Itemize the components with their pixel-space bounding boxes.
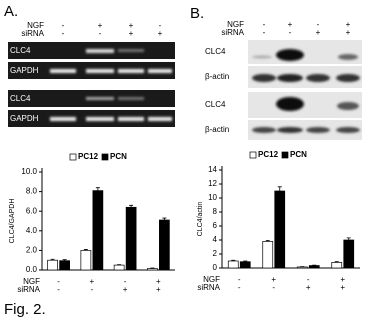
bar — [126, 207, 136, 270]
legend-swatch — [282, 152, 288, 158]
condition-name: siRNA — [221, 28, 244, 37]
condition-sign: + — [129, 29, 134, 38]
bar — [159, 220, 169, 270]
legend-label: PC12 — [258, 150, 279, 159]
x-row-sign: - — [238, 283, 241, 292]
y-tick-label: 2.0 — [26, 246, 38, 255]
legend-swatch — [102, 154, 108, 160]
legend-swatch — [70, 154, 76, 160]
y-tick-label: 0.0 — [26, 265, 38, 274]
bar — [81, 250, 91, 270]
legend-label: PCN — [110, 152, 127, 161]
lane-label: CLC4 — [10, 94, 31, 103]
bar — [309, 266, 319, 268]
y-tick-label: 10 — [208, 193, 217, 202]
x-row-sign: - — [57, 285, 60, 294]
bar — [344, 240, 354, 268]
bar — [147, 269, 157, 270]
y-tick-label: 8 — [213, 207, 218, 216]
panel-label: A. — [4, 3, 18, 20]
bar — [228, 261, 238, 268]
bar — [48, 260, 58, 270]
lane-label: GAPDH — [10, 66, 39, 75]
x-row-sign: + — [340, 283, 345, 292]
panel-label: B. — [190, 5, 204, 22]
lane-label: β-actin — [205, 72, 229, 81]
error-bar — [96, 188, 100, 191]
lane-label: β-actin — [205, 125, 229, 134]
legend-label: PC12 — [78, 152, 99, 161]
condition-name: siRNA — [21, 29, 44, 38]
y-tick-label: 4 — [213, 235, 218, 244]
caption: Fig. 2. — [4, 301, 46, 318]
bar — [114, 265, 124, 270]
lane-label: CLC4 — [205, 47, 226, 56]
bar — [240, 262, 250, 268]
x-row-sign: + — [306, 283, 311, 292]
y-tick-label: 6 — [213, 221, 218, 230]
condition-sign: + — [158, 29, 163, 38]
bar — [93, 191, 103, 270]
y-tick-label: 8.0 — [26, 187, 38, 196]
legend-swatch — [250, 152, 256, 158]
legend-label: PCN — [290, 150, 307, 159]
condition-sign: + — [316, 28, 321, 37]
y-tick-label: 0 — [213, 263, 218, 272]
condition-sign: - — [62, 29, 65, 38]
x-row-sign: - — [91, 285, 94, 294]
error-bar — [278, 187, 282, 191]
condition-sign: + — [346, 28, 351, 37]
y-tick-label: 4.0 — [26, 226, 38, 235]
bar — [275, 191, 285, 268]
y-tick-label: 10.0 — [21, 167, 37, 176]
lane-label: CLC4 — [205, 100, 226, 109]
y-axis-label: CLC4/actin — [197, 202, 204, 237]
bar — [263, 241, 273, 268]
lane-label: CLC4 — [10, 46, 31, 55]
bar — [297, 267, 307, 268]
y-axis-label: CLC4/GAPDH — [9, 199, 16, 244]
condition-sign: - — [289, 28, 292, 37]
lane-label: GAPDH — [10, 114, 39, 123]
y-tick-label: 14 — [208, 165, 217, 174]
x-row-sign: + — [156, 285, 161, 294]
x-row-name: siRNA — [197, 283, 220, 292]
y-tick-label: 2 — [213, 249, 218, 258]
x-row-name: siRNA — [17, 285, 40, 294]
bar — [60, 261, 70, 270]
y-tick-label: 6.0 — [26, 206, 38, 215]
x-row-sign: + — [123, 285, 128, 294]
condition-sign: - — [99, 29, 102, 38]
x-row-sign: - — [272, 283, 275, 292]
condition-sign: - — [263, 28, 266, 37]
blot-image — [248, 40, 362, 140]
y-tick-label: 12 — [208, 179, 217, 188]
bar — [332, 262, 342, 268]
